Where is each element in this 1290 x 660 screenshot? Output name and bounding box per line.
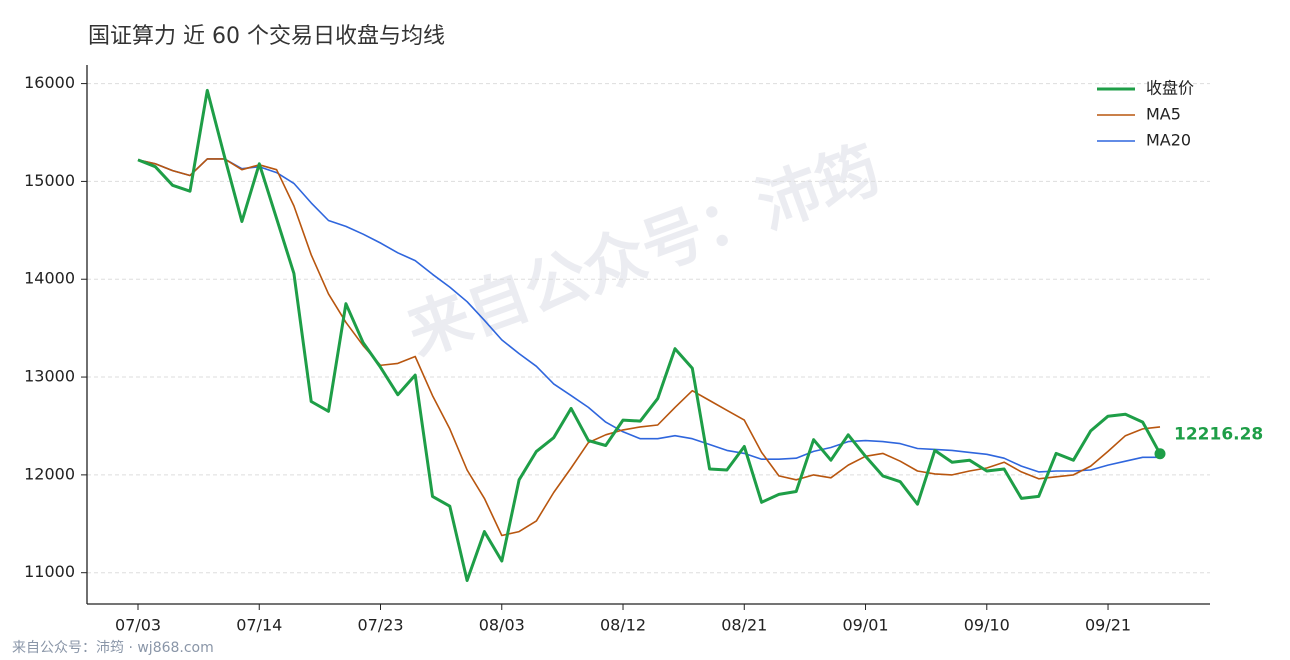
source-note: 来自公众号：沛筠 · wj868.com	[12, 639, 214, 656]
y-tick-label: 15000	[24, 171, 75, 190]
last-value-label: 12216.28	[1174, 425, 1263, 445]
y-tick-label: 13000	[24, 367, 75, 386]
x-tick-label: 07/23	[357, 616, 403, 635]
x-tick-label: 08/12	[600, 616, 646, 635]
last-point	[1154, 448, 1166, 460]
x-tick-label: 07/03	[115, 616, 161, 635]
x-tick-label: 09/10	[964, 616, 1010, 635]
legend-label: MA5	[1146, 105, 1181, 124]
y-tick-label: 12000	[24, 464, 75, 483]
legend-label: MA20	[1146, 131, 1191, 150]
legend-label: 收盘价	[1146, 79, 1194, 98]
x-tick-label: 08/21	[721, 616, 767, 635]
x-tick-label: 09/21	[1085, 616, 1131, 635]
chart-title: 国证算力 近 60 个交易日收盘与均线	[88, 24, 445, 49]
series-line	[137, 158, 1160, 473]
y-tick-label: 16000	[24, 73, 75, 92]
x-tick-label: 08/03	[479, 616, 525, 635]
y-tick-label: 11000	[24, 562, 75, 581]
series-line	[137, 158, 1161, 537]
series-line	[137, 88, 1162, 582]
watermark: 来自公众号：沛筠	[398, 132, 889, 370]
y-tick-label: 14000	[24, 269, 75, 288]
x-tick-label: 09/01	[842, 616, 888, 635]
x-tick-label: 07/14	[236, 616, 282, 635]
